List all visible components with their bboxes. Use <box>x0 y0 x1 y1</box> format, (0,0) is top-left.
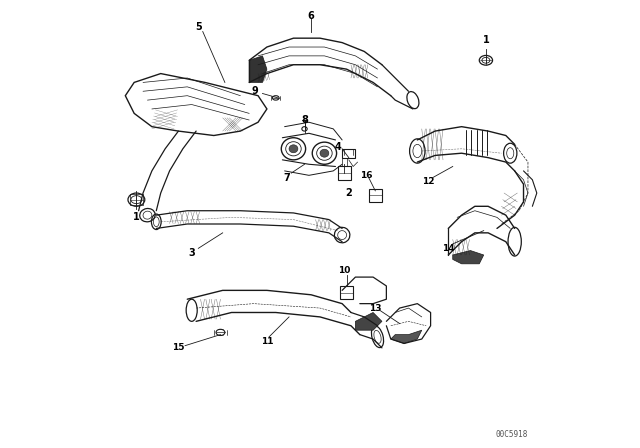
Text: 7: 7 <box>284 172 290 182</box>
Text: 16: 16 <box>360 171 372 180</box>
Text: 1: 1 <box>483 35 490 45</box>
Text: 5: 5 <box>195 22 202 32</box>
Ellipse shape <box>320 149 329 157</box>
Polygon shape <box>391 330 422 344</box>
Text: 10: 10 <box>338 266 351 275</box>
Text: 12: 12 <box>422 177 435 186</box>
Polygon shape <box>355 313 382 330</box>
Text: 9: 9 <box>252 86 258 96</box>
Text: 00C5918: 00C5918 <box>495 430 528 439</box>
Ellipse shape <box>289 145 298 153</box>
Text: 8: 8 <box>301 115 308 125</box>
Text: 15: 15 <box>172 343 185 353</box>
Text: 4: 4 <box>334 142 341 151</box>
Text: 14: 14 <box>442 244 454 253</box>
Text: 2: 2 <box>346 188 352 198</box>
Text: 11: 11 <box>260 337 273 346</box>
Text: 1: 1 <box>133 211 140 222</box>
Text: 3: 3 <box>188 248 195 258</box>
Polygon shape <box>452 250 484 264</box>
Text: 6: 6 <box>308 11 314 21</box>
Polygon shape <box>249 56 267 82</box>
Text: 13: 13 <box>369 304 381 313</box>
